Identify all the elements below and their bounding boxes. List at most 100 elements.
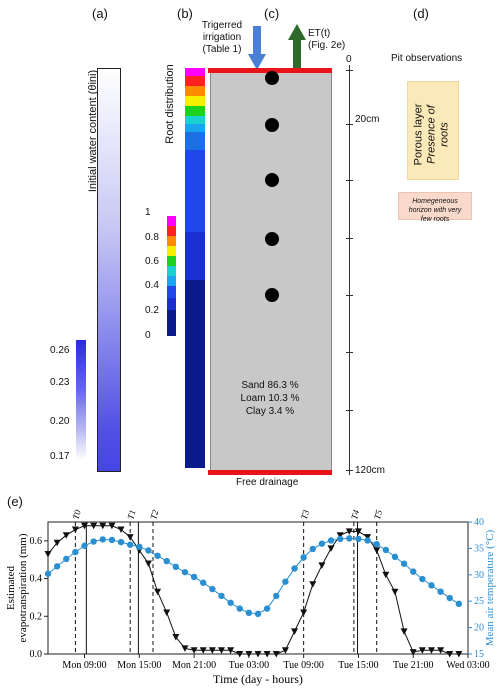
temperature-point	[273, 592, 280, 600]
et-point	[71, 526, 79, 534]
temperature-point	[181, 568, 189, 576]
depth-tick	[346, 352, 353, 353]
et-point	[181, 645, 189, 652]
sensor-dot	[265, 71, 279, 85]
y-left-tick-label: 0.4	[30, 574, 43, 585]
x-tick-label: Mon 21:00	[172, 660, 216, 671]
et-point	[208, 647, 216, 654]
top-boundary	[208, 68, 332, 73]
et-point	[117, 526, 125, 534]
irrigation-label: Trigerred irrigation (Table 1)	[201, 20, 243, 55]
x-tick-label: Tue 21:00	[393, 660, 433, 671]
sensor-dot	[265, 173, 279, 187]
depth-tick	[346, 180, 353, 181]
depth-tick	[346, 470, 353, 471]
irrigation-event-label: T4	[349, 508, 361, 520]
wc-legend-tick: 0.26	[50, 345, 70, 356]
x-tick-label: Mon 09:00	[62, 660, 106, 671]
temperature-point	[410, 568, 417, 575]
temperature-point	[327, 537, 335, 544]
et-point	[81, 522, 89, 530]
et-point	[418, 647, 426, 654]
x-tick-label: Mon 15:00	[117, 660, 161, 671]
y-left-axis-label: Estimatedevapotranspiration (mm)	[5, 533, 29, 642]
y-right-tick-label: 35	[474, 543, 484, 554]
et-point	[373, 547, 381, 554]
temperature-point	[400, 560, 408, 567]
temperature-point	[364, 537, 371, 544]
temperature-point	[136, 543, 143, 551]
sensor-dot	[265, 288, 279, 302]
wc-legend-tick: 0.23	[50, 377, 70, 388]
et-point	[336, 532, 344, 539]
depth-tick	[346, 70, 353, 71]
et-point	[99, 522, 107, 530]
irrigation-event-label: T3	[299, 508, 311, 520]
et-point	[300, 609, 308, 617]
sensor-dot	[265, 118, 279, 132]
y-left-tick-label: 0.2	[30, 611, 43, 622]
y-right-axis-label: Mean air temperature (°C)	[484, 529, 496, 646]
x-tick-label: Wed 03:00	[446, 660, 489, 671]
root-legend-tick: 0	[145, 330, 151, 341]
panel-label-c: (c)	[264, 6, 280, 21]
root-distribution-title: Root distribution	[164, 64, 176, 144]
et-point	[446, 651, 454, 658]
depth-tick	[346, 410, 353, 411]
temperature-point	[209, 585, 216, 593]
y-right-tick-label: 25	[474, 596, 484, 607]
root-legend-tick: 1	[145, 207, 151, 218]
temperature-point	[90, 538, 97, 545]
et-arrow-icon	[288, 24, 306, 68]
irrigation-event-label: T1	[125, 509, 137, 521]
root-legend-tick: 0.8	[145, 232, 159, 243]
et-point	[409, 649, 417, 656]
et-point	[437, 647, 445, 654]
et-point	[291, 628, 299, 635]
homogeneous-horizon-box: Homegeneous horizon with very few roots	[398, 192, 472, 223]
pit-observations-title: Pit observations	[391, 53, 463, 64]
temperature-point	[145, 547, 152, 554]
et-point	[272, 651, 280, 658]
temperature-point	[391, 553, 399, 561]
et-point	[163, 609, 171, 617]
et-point	[199, 647, 207, 654]
water-content-legend	[76, 340, 86, 460]
et-point	[318, 562, 326, 569]
temperature-point	[336, 535, 344, 543]
et-point	[327, 545, 335, 552]
temperature-point	[236, 605, 243, 612]
temperature-point	[346, 535, 353, 542]
temperature-point	[254, 610, 262, 618]
y-left-tick-label: 0.0	[30, 649, 43, 660]
porous-layer-text: Porous layer Presence of roots	[412, 103, 451, 166]
temperature-point	[53, 563, 61, 570]
temperature-point	[245, 609, 253, 617]
root-legend-tick: 0.6	[145, 256, 159, 267]
temperature-point	[282, 578, 289, 585]
x-axis-label: Time (day - hours)	[213, 672, 303, 686]
irrigation-event-label: T5	[372, 508, 384, 520]
et-point	[217, 647, 225, 654]
et-point	[309, 581, 317, 588]
temperature-point	[263, 605, 271, 612]
et-point	[354, 528, 362, 535]
temperature-point	[318, 540, 326, 547]
water-content-column	[97, 68, 121, 472]
et-point	[254, 651, 262, 658]
temperature-point	[163, 557, 170, 565]
root-legend-tick: 0.2	[145, 305, 159, 316]
et-point	[455, 651, 463, 658]
root-legend-tick: 0.4	[145, 280, 159, 291]
depth-label-120: 120cm	[355, 465, 386, 476]
et-point	[53, 539, 61, 547]
sensor-dot	[265, 232, 279, 246]
irrigation-event-label: T2	[148, 508, 160, 520]
irrigation-arrow-icon	[248, 26, 266, 70]
et-point	[154, 588, 162, 596]
wc-legend-tick: 0.20	[50, 416, 70, 427]
soil-loam: Loam 10.3 %	[240, 393, 300, 404]
free-drainage-label: Free drainage	[236, 477, 299, 488]
porous-layer-box	[407, 81, 459, 180]
x-tick-label: Tue 09:00	[283, 660, 323, 671]
